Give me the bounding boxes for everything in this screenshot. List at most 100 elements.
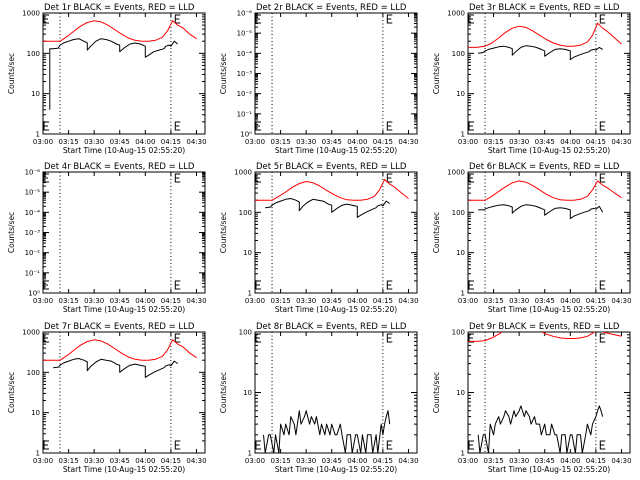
y-tick-label: 1000 bbox=[22, 10, 40, 18]
x-tick-label: 04:15 bbox=[373, 457, 393, 465]
x-tick-label: 04:15 bbox=[161, 297, 181, 305]
x-tick-label: 03:30 bbox=[509, 297, 529, 305]
x-tick-label: 04:00 bbox=[135, 297, 155, 305]
y-tick-label: 1 bbox=[461, 131, 465, 139]
event-bracket-marker bbox=[386, 14, 393, 131]
y-tick-label: 10⁻⁴ bbox=[237, 50, 253, 58]
y-tick-label: 100 bbox=[27, 50, 40, 58]
x-tick-label: 04:15 bbox=[586, 138, 606, 146]
x-tick-label: 03:45 bbox=[535, 138, 555, 146]
x-tick-label: 03:30 bbox=[509, 138, 529, 146]
panel-title: Det 2r BLACK = Events, RED = LLD bbox=[256, 3, 407, 13]
y-tick-label: 10⁻⁶ bbox=[25, 169, 41, 177]
y-tick-label: 10 bbox=[456, 249, 465, 257]
event-bracket-marker bbox=[599, 173, 606, 290]
panel-title: Det 8r BLACK = Events, RED = LLD bbox=[256, 322, 407, 332]
x-tick-label: 03:00 bbox=[245, 297, 265, 305]
y-tick-label: 1 bbox=[248, 290, 252, 298]
x-tick-label: 03:00 bbox=[33, 138, 53, 146]
panel-title: Det 6r BLACK = Events, RED = LLD bbox=[469, 162, 620, 172]
event-bracket-marker bbox=[468, 333, 474, 450]
events-series-line bbox=[265, 198, 390, 218]
y-tick-label: 1 bbox=[461, 450, 465, 458]
x-tick-label: 04:30 bbox=[186, 297, 206, 305]
series-layer bbox=[255, 179, 409, 218]
x-tick-label: 03:30 bbox=[84, 297, 104, 305]
x-tick-label: 04:30 bbox=[398, 457, 418, 465]
y-tick-label: 10 bbox=[243, 249, 252, 257]
x-tick-label: 03:30 bbox=[509, 457, 529, 465]
x-tick-label: 03:45 bbox=[535, 297, 555, 305]
x-tick-label: 03:00 bbox=[458, 297, 478, 305]
x-tick-label: 03:15 bbox=[270, 138, 290, 146]
x-axis-label: Start Time (10-Aug-15 02:55:20) bbox=[488, 305, 610, 314]
plot-frame bbox=[467, 12, 631, 135]
detector-panel: Det 8r BLACK = Events, RED = LLD 03:00 03:… bbox=[219, 322, 419, 474]
detector-panel: Det 3r BLACK = Events, RED = LLD 03:00 03:… bbox=[432, 3, 632, 155]
x-tick-label: 04:00 bbox=[560, 138, 580, 146]
x-axis-label: Start Time (10-Aug-15 02:55:20) bbox=[63, 465, 185, 474]
event-bracket-marker bbox=[468, 173, 474, 290]
y-axis-label: Counts/sec bbox=[432, 53, 441, 94]
x-tick-label: 04:30 bbox=[186, 138, 206, 146]
event-bracket-marker bbox=[43, 14, 49, 131]
event-bracket-marker bbox=[386, 333, 393, 450]
events-series-line bbox=[477, 405, 604, 453]
event-bracket-marker bbox=[599, 14, 606, 131]
y-tick-label: 10 bbox=[31, 409, 40, 417]
y-tick-label: 100 bbox=[452, 50, 465, 58]
y-tick-label: 10⁻⁵ bbox=[237, 30, 253, 38]
event-bracket-marker bbox=[255, 173, 261, 290]
plot-frame bbox=[42, 171, 206, 294]
x-tick-label: 03:30 bbox=[296, 138, 316, 146]
x-tick-label: 04:30 bbox=[398, 138, 418, 146]
events-series-line bbox=[53, 358, 178, 378]
series-layer bbox=[468, 332, 622, 453]
x-tick-label: 04:00 bbox=[135, 138, 155, 146]
event-bracket-marker bbox=[255, 333, 261, 450]
x-tick-label: 03:00 bbox=[33, 457, 53, 465]
y-tick-label: 10⁻³ bbox=[237, 70, 253, 78]
y-tick-label: 100 bbox=[239, 329, 252, 337]
x-axis-label: Start Time (10-Aug-15 02:55:20) bbox=[488, 465, 610, 474]
x-tick-label: 03:00 bbox=[245, 138, 265, 146]
y-tick-label: 10⁻³ bbox=[25, 229, 41, 237]
y-tick-label: 10 bbox=[456, 90, 465, 98]
x-tick-label: 03:00 bbox=[33, 297, 53, 305]
y-axis-label: Counts/sec bbox=[219, 372, 228, 413]
x-tick-label: 04:15 bbox=[373, 297, 393, 305]
y-tick-label: 1000 bbox=[234, 169, 252, 177]
y-tick-label: 1 bbox=[248, 450, 252, 458]
lld-series-line bbox=[468, 180, 622, 201]
y-tick-label: 10 bbox=[456, 389, 465, 397]
x-tick-label: 04:15 bbox=[161, 457, 181, 465]
detector-panel: Det 5r BLACK = Events, RED = LLD 03:00 03:… bbox=[219, 162, 419, 314]
event-bracket-marker bbox=[468, 14, 474, 131]
y-tick-label: 10⁻² bbox=[25, 249, 41, 257]
x-tick-label: 03:15 bbox=[270, 297, 290, 305]
y-tick-label: 1 bbox=[36, 131, 40, 139]
events-series-line bbox=[263, 410, 391, 453]
y-tick-label: 10⁻⁴ bbox=[25, 209, 41, 217]
y-axis-label: Counts/sec bbox=[432, 212, 441, 253]
lld-series-line bbox=[43, 339, 197, 361]
x-tick-label: 04:30 bbox=[611, 297, 631, 305]
panel-title: Det 4r BLACK = Events, RED = LLD bbox=[44, 162, 195, 172]
x-tick-label: 04:00 bbox=[347, 138, 367, 146]
event-bracket-marker bbox=[255, 14, 261, 131]
y-tick-label: 10 bbox=[31, 90, 40, 98]
x-tick-label: 03:15 bbox=[58, 138, 78, 146]
series-layer bbox=[43, 339, 197, 378]
x-axis-label: Start Time (10-Aug-15 02:55:20) bbox=[63, 305, 185, 314]
x-axis-label: Start Time (10-Aug-15 02:55:20) bbox=[488, 146, 610, 155]
x-axis-label: Start Time (10-Aug-15 02:55:20) bbox=[275, 465, 397, 474]
y-tick-label: 10⁻¹ bbox=[25, 269, 41, 277]
x-tick-label: 03:15 bbox=[58, 457, 78, 465]
event-bracket-marker bbox=[43, 173, 49, 290]
x-tick-label: 04:15 bbox=[161, 138, 181, 146]
events-series-line bbox=[49, 38, 179, 110]
x-tick-label: 03:15 bbox=[58, 297, 78, 305]
x-tick-label: 04:30 bbox=[186, 457, 206, 465]
lld-series-line bbox=[255, 179, 409, 201]
series-layer bbox=[468, 180, 622, 220]
